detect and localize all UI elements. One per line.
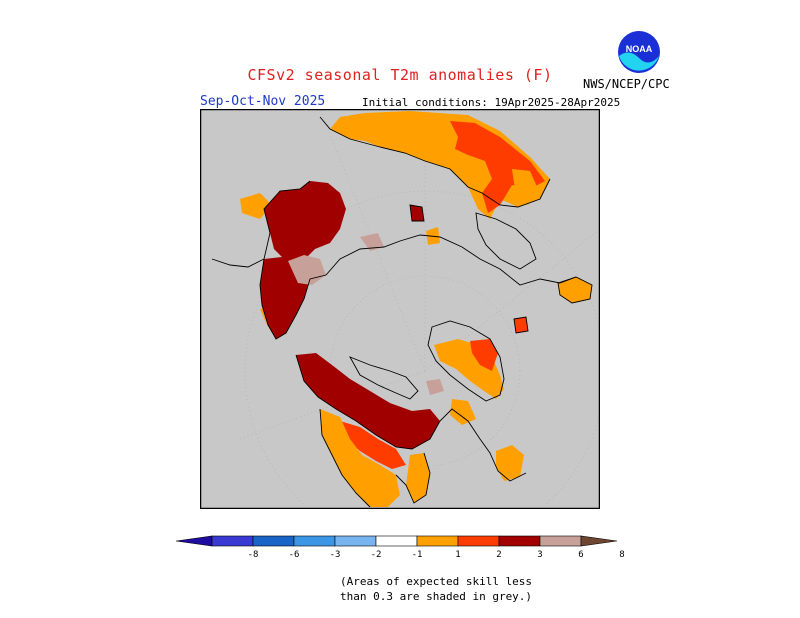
legend-swatch	[375, 535, 418, 547]
polar-map	[200, 109, 600, 509]
season-label: Sep-Oct-Nov 2025	[200, 94, 326, 109]
legend-arrow-low	[175, 535, 213, 547]
anomaly-region	[558, 277, 592, 303]
legend-tick-label: -3	[330, 550, 341, 560]
anomaly-region	[264, 181, 346, 267]
legend-swatch	[457, 535, 500, 547]
legend-swatch	[539, 535, 582, 547]
legend-tick-label: -8	[248, 550, 259, 560]
map-frame	[200, 109, 600, 509]
skill-note: (Areas of expected skill less than 0.3 a…	[340, 574, 532, 604]
anomaly-region	[426, 379, 444, 395]
initial-conditions-label: Initial conditions: 19Apr2025-28Apr2025	[362, 96, 621, 109]
legend-swatch	[416, 535, 459, 547]
legend-swatches	[175, 535, 618, 547]
anomaly-region	[496, 445, 524, 481]
noaa-logo-icon: NOAA	[618, 31, 660, 73]
anomaly-region	[240, 193, 272, 219]
legend-tick-label: 8	[619, 550, 624, 560]
anomaly-region	[296, 353, 440, 449]
anomaly-region	[470, 339, 498, 371]
legend-tick-label: -2	[371, 550, 382, 560]
legend-tick-label: -1	[412, 550, 423, 560]
anomaly-region	[512, 169, 538, 205]
legend-swatch	[293, 535, 336, 547]
logo-wave	[619, 52, 659, 71]
legend-ticks: -8 -6 -3 -2 -1 1 2 3 6 8	[248, 550, 625, 560]
skill-note-line-1: (Areas of expected skill less	[340, 575, 533, 588]
anomaly-region	[360, 233, 384, 251]
legend-swatch	[498, 535, 541, 547]
color-legend: -8 -6 -3 -2 -1 1 2 3 6 8	[175, 535, 625, 560]
legend-tick-label: 3	[537, 550, 542, 560]
anomaly-region	[514, 317, 528, 333]
chart-title: CFSv2 seasonal T2m anomalies (F)	[247, 66, 553, 84]
anomaly-region	[450, 121, 545, 213]
anomaly-region	[410, 205, 424, 221]
anomaly-region	[340, 421, 406, 469]
skill-note-line-2: than 0.3 are shaded in grey.)	[340, 590, 533, 603]
legend-arrow-high	[580, 535, 618, 547]
legend-swatch	[334, 535, 377, 547]
agency-label: NWS/NCEP/CPC	[583, 77, 670, 91]
legend-swatch	[211, 535, 254, 547]
anomaly-region	[406, 453, 430, 503]
legend-swatch	[252, 535, 295, 547]
legend-tick-label: 1	[455, 550, 460, 560]
logo-text: NOAA	[626, 44, 653, 54]
anomaly-region	[320, 409, 400, 507]
coastlines	[211, 116, 593, 508]
legend-tick-label: 2	[496, 550, 501, 560]
legend-tick-label: -6	[289, 550, 300, 560]
anomaly-region	[450, 399, 476, 425]
legend-tick-label: 6	[578, 550, 583, 560]
